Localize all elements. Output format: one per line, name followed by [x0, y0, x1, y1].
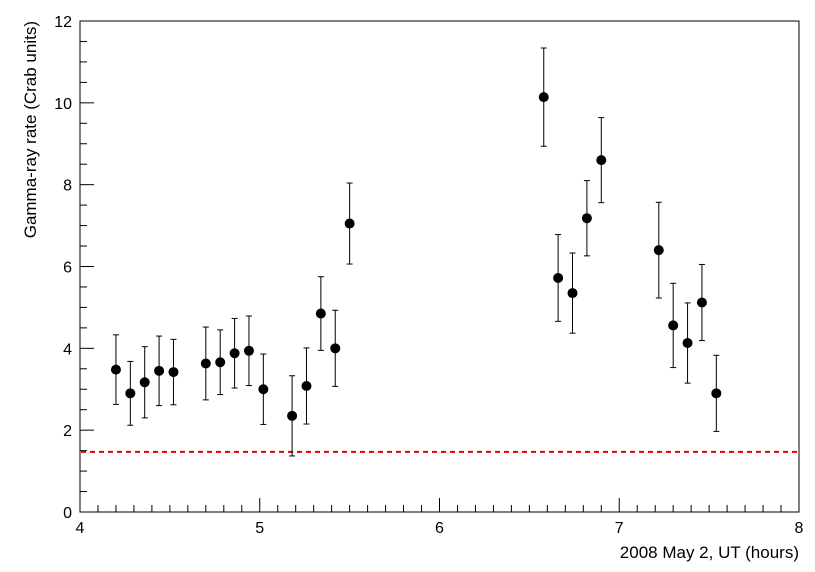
ticks [79, 20, 800, 513]
data-point [553, 272, 564, 283]
data-point [711, 388, 722, 399]
data-point [344, 218, 355, 229]
data-point [287, 410, 298, 421]
data-point [125, 388, 136, 399]
data-point [538, 92, 549, 103]
data-point [139, 377, 150, 388]
x-tick-label: 4 [76, 520, 85, 537]
data-point [315, 308, 326, 319]
x-tick-label: 5 [255, 520, 264, 537]
data-point [200, 358, 211, 369]
y-axis-label: Gamma-ray rate (Crab units) [21, 21, 40, 238]
plot-frame [79, 20, 800, 513]
data-point [229, 348, 240, 359]
data-point [596, 155, 607, 166]
y-tick-label: 12 [54, 14, 72, 31]
y-tick-label: 2 [63, 423, 72, 440]
data-point [330, 343, 341, 354]
y-tick-label: 6 [63, 260, 72, 277]
data-point [682, 338, 693, 349]
x-tick-label: 7 [615, 520, 624, 537]
x-axis-label: 2008 May 2, UT (hours) [620, 543, 799, 562]
data-point [110, 364, 121, 375]
data-point [668, 320, 679, 331]
error-bars [112, 47, 720, 457]
data-points [110, 92, 722, 421]
y-tick-label: 0 [63, 505, 72, 522]
tick-labels: 4 5 6 7 8 0 2 4 6 8 10 12 [54, 14, 803, 537]
y-tick-label: 8 [63, 178, 72, 195]
data-point [243, 345, 254, 356]
data-point [696, 297, 707, 308]
y-tick-label: 4 [63, 341, 72, 358]
data-point [215, 357, 226, 368]
data-point [168, 367, 179, 378]
data-point [567, 288, 578, 299]
data-point [154, 365, 165, 376]
data-point [581, 213, 592, 224]
x-tick-label: 8 [795, 520, 804, 537]
x-tick-label: 6 [435, 520, 444, 537]
y-tick-label: 10 [54, 96, 72, 113]
data-point [258, 384, 269, 395]
data-point [301, 380, 312, 391]
data-point [653, 245, 664, 256]
